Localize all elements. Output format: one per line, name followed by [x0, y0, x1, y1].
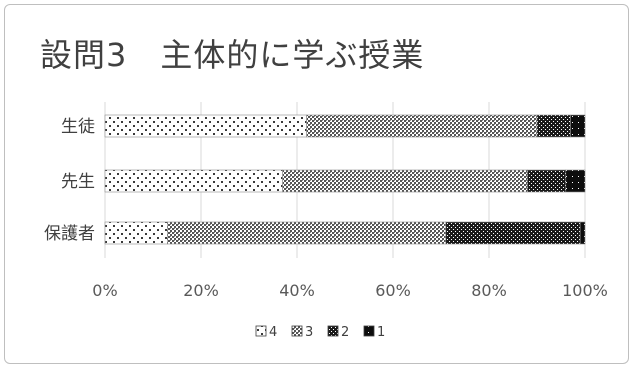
- bar-segment-生徒-series-4: [104, 114, 307, 138]
- bar-segment-保護者-series-3: [167, 221, 447, 245]
- legend-swatch-1: [363, 325, 375, 337]
- bar-segment-先生-series-2: [527, 169, 567, 193]
- bar-segment-生徒-series-2: [536, 114, 571, 138]
- legend-label: 4: [269, 325, 277, 340]
- bar-segment-保護者-series-2: [445, 221, 581, 245]
- legend-swatch-4: [255, 325, 267, 337]
- x-tick-label: 0%: [92, 281, 117, 300]
- x-tick-label: 20%: [183, 281, 219, 300]
- x-tick-label: 60%: [375, 281, 411, 300]
- legend-label: 3: [305, 325, 313, 340]
- chart-title: 設問3 主体的に学ぶ授業: [40, 36, 425, 74]
- legend-swatch-2: [327, 325, 339, 337]
- x-tick-label: 40%: [279, 281, 315, 300]
- bar-segment-先生-series-4: [104, 169, 283, 193]
- bar-segment-先生-series-3: [282, 169, 528, 193]
- bar-segment-保護者-series-4: [104, 221, 168, 245]
- category-label: 生徒: [61, 117, 95, 137]
- legend-swatch-3: [291, 325, 303, 337]
- bar-segment-生徒-series-1: [570, 114, 586, 138]
- legend-label: 1: [377, 325, 385, 340]
- category-label: 保護者: [44, 224, 95, 244]
- x-tick-label: 80%: [471, 281, 507, 300]
- x-tick-label: 100%: [562, 281, 608, 300]
- category-label: 先生: [61, 172, 95, 192]
- legend-label: 2: [341, 325, 349, 340]
- bar-segment-保護者-series-1: [579, 221, 586, 245]
- bar-segment-生徒-series-3: [306, 114, 538, 138]
- bar-segment-先生-series-1: [565, 169, 586, 193]
